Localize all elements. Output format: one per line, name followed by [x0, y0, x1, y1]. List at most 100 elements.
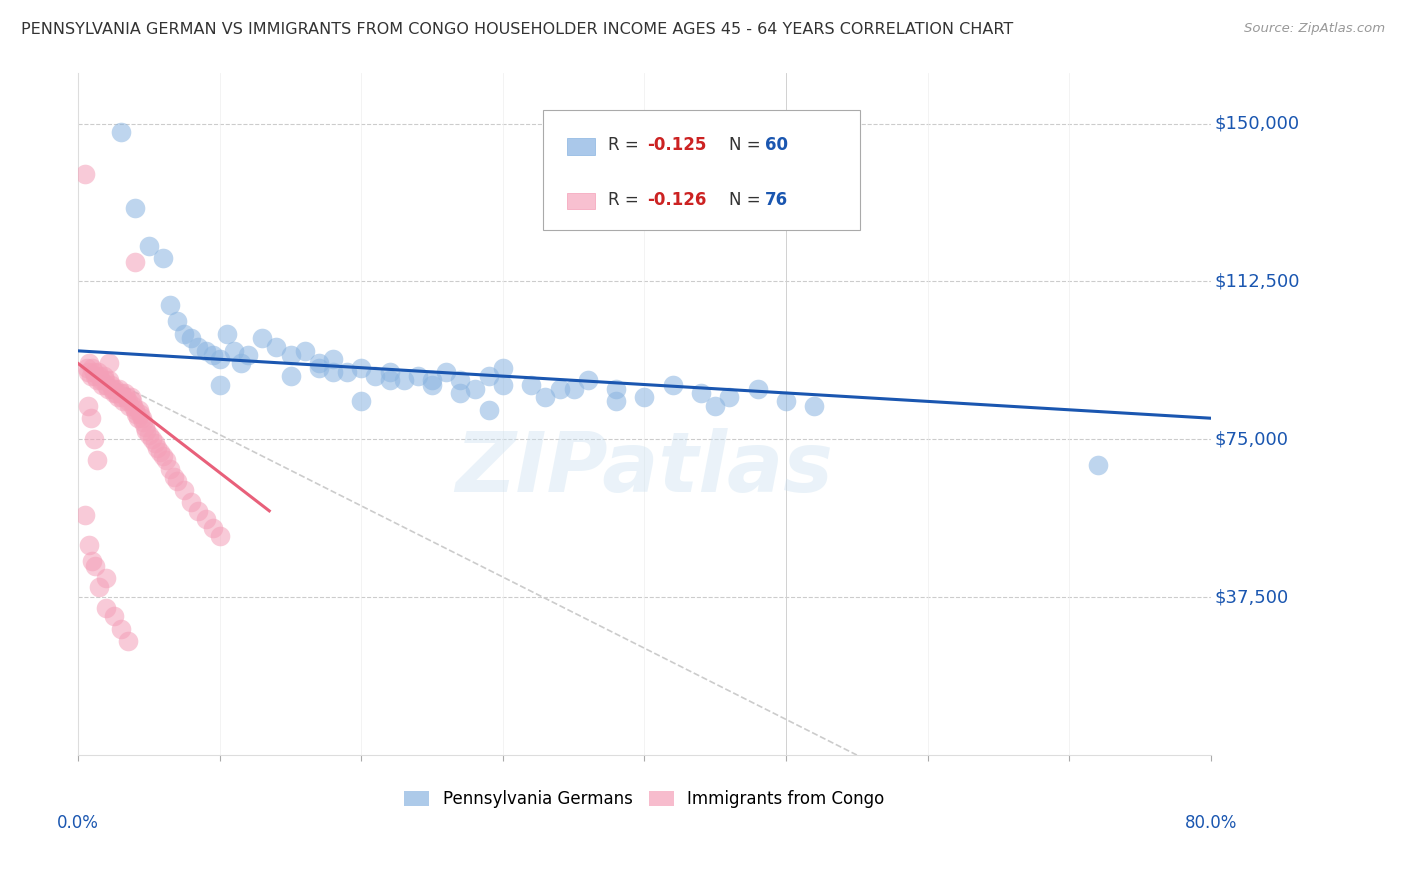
Point — [93, 369, 115, 384]
Point — [94, 373, 117, 387]
Point — [124, 255, 146, 269]
Point — [1087, 458, 1109, 472]
Point — [77, 399, 100, 413]
Point — [236, 348, 259, 362]
Point — [152, 251, 174, 265]
Point — [82, 554, 104, 568]
Point — [89, 580, 111, 594]
Point — [104, 382, 127, 396]
Point — [128, 402, 150, 417]
Point — [98, 356, 121, 370]
Text: 60: 60 — [765, 136, 787, 154]
Point — [294, 343, 316, 358]
Point — [124, 402, 146, 417]
Point — [96, 571, 118, 585]
Point — [83, 432, 105, 446]
Point — [166, 475, 188, 489]
Point — [138, 238, 160, 252]
Point — [464, 382, 486, 396]
Point — [114, 386, 136, 401]
Point — [135, 424, 157, 438]
Point — [86, 453, 108, 467]
Point — [350, 394, 373, 409]
Point — [163, 470, 186, 484]
Point — [718, 390, 741, 404]
Point — [98, 373, 121, 387]
Point — [115, 390, 138, 404]
Point — [105, 386, 128, 401]
Point — [121, 394, 143, 409]
Point — [103, 609, 125, 624]
Point — [84, 558, 107, 573]
Text: 80.0%: 80.0% — [1185, 814, 1237, 832]
Point — [420, 377, 443, 392]
Point — [280, 369, 302, 384]
Point — [84, 369, 107, 384]
Point — [662, 377, 685, 392]
Point — [138, 428, 160, 442]
Point — [159, 461, 181, 475]
Point — [229, 356, 252, 370]
Point — [364, 369, 387, 384]
Point — [110, 622, 132, 636]
Point — [166, 314, 188, 328]
Point — [146, 441, 169, 455]
Point — [420, 373, 443, 387]
Point — [478, 402, 501, 417]
Point — [492, 360, 515, 375]
Point — [336, 365, 359, 379]
Point — [392, 373, 415, 387]
Point — [449, 386, 471, 401]
Text: R =: R = — [609, 191, 644, 209]
Point — [562, 382, 585, 396]
Point — [605, 394, 627, 409]
Point — [406, 369, 429, 384]
Text: $112,500: $112,500 — [1215, 272, 1299, 291]
Point — [449, 373, 471, 387]
Point — [131, 411, 153, 425]
Text: PENNSYLVANIA GERMAN VS IMMIGRANTS FROM CONGO HOUSEHOLDER INCOME AGES 45 - 64 YEA: PENNSYLVANIA GERMAN VS IMMIGRANTS FROM C… — [21, 22, 1014, 37]
Point — [747, 382, 769, 396]
Point — [86, 373, 108, 387]
Text: 0.0%: 0.0% — [58, 814, 98, 832]
Point — [308, 356, 330, 370]
Point — [87, 365, 110, 379]
FancyBboxPatch shape — [568, 193, 595, 210]
Point — [129, 407, 152, 421]
Legend: Pennsylvania Germans, Immigrants from Congo: Pennsylvania Germans, Immigrants from Co… — [398, 783, 891, 815]
Point — [100, 377, 122, 392]
Point — [79, 537, 101, 551]
Point — [215, 326, 238, 341]
Point — [90, 373, 112, 387]
Point — [520, 377, 543, 392]
Point — [250, 331, 273, 345]
Point — [96, 377, 118, 392]
Point — [208, 352, 231, 367]
Point — [83, 365, 105, 379]
Point — [201, 521, 224, 535]
Point — [180, 331, 202, 345]
Text: -0.126: -0.126 — [647, 191, 706, 209]
Point — [141, 432, 163, 446]
Point — [173, 483, 195, 497]
Point — [120, 390, 142, 404]
Point — [266, 340, 288, 354]
Point — [149, 445, 172, 459]
Point — [80, 411, 103, 425]
Point — [152, 449, 174, 463]
Text: $37,500: $37,500 — [1215, 588, 1288, 607]
Point — [80, 369, 103, 384]
Point — [434, 365, 457, 379]
Point — [187, 504, 209, 518]
Point — [159, 297, 181, 311]
Text: $75,000: $75,000 — [1215, 430, 1288, 449]
Point — [101, 382, 124, 396]
Point — [803, 399, 825, 413]
Point — [194, 343, 217, 358]
Point — [76, 360, 98, 375]
Point — [280, 348, 302, 362]
Point — [633, 390, 655, 404]
Point — [110, 386, 132, 401]
Point — [690, 386, 713, 401]
Point — [110, 125, 132, 139]
